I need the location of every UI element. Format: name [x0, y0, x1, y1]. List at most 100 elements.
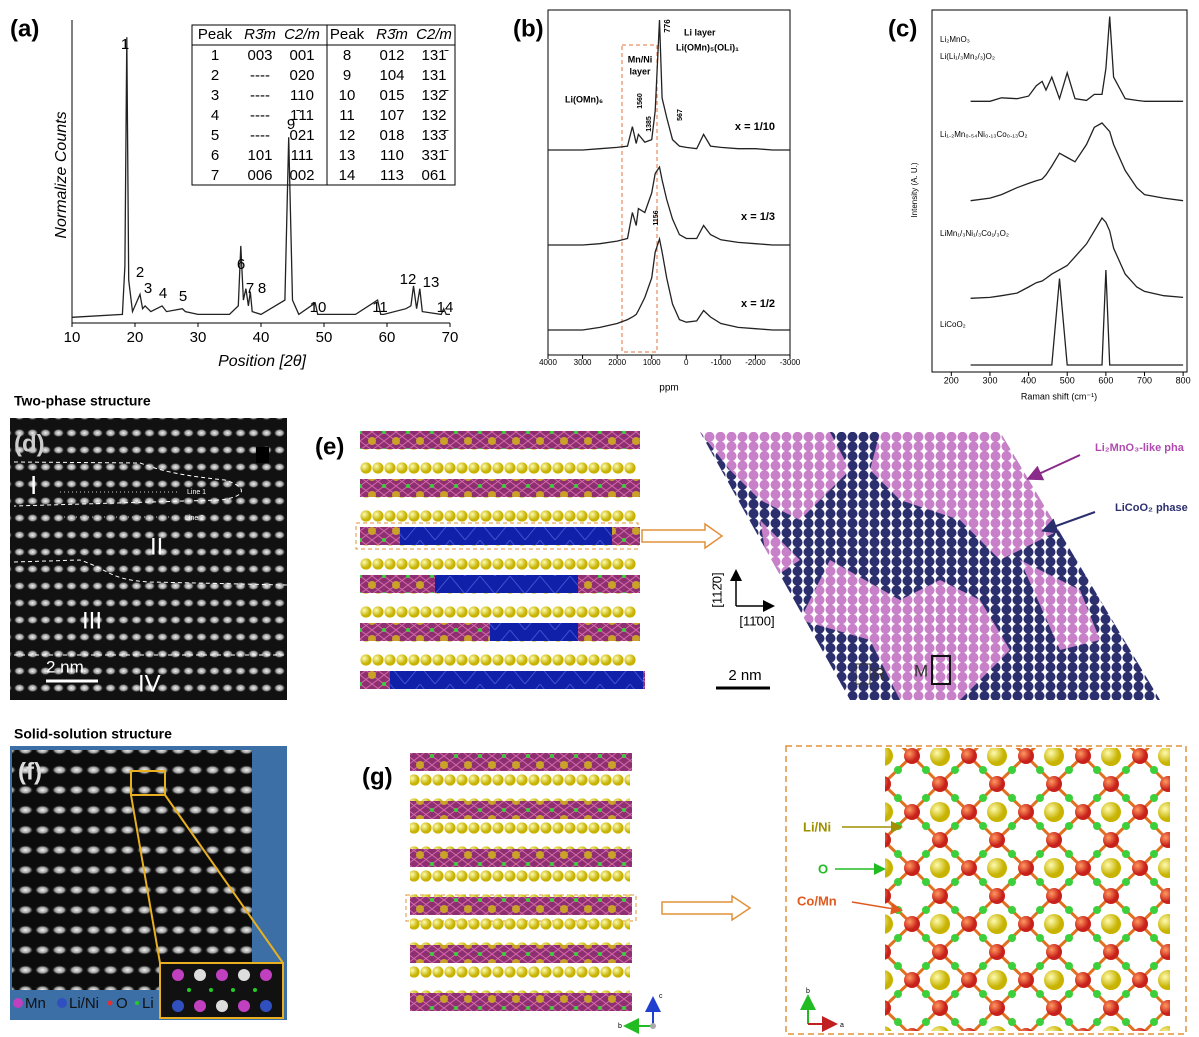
label-arrow	[851, 901, 903, 915]
line-label: Line 2	[185, 515, 204, 522]
atom-label: Li/Ni	[803, 819, 831, 834]
inset-atoms	[172, 969, 272, 1012]
table-cell: 10	[339, 87, 356, 104]
table-cell: 131̄	[421, 47, 448, 64]
series-label: LiMn₁/₃Ni₁/₃Co₁/₃O₂	[940, 229, 1009, 238]
x-tick-label: 400	[1021, 375, 1036, 385]
li-layer	[360, 641, 636, 671]
x-tick-label: 60	[379, 329, 396, 346]
legend-label: Li	[142, 995, 154, 1012]
annotation: Li(OMn)₆	[565, 94, 603, 104]
arrow	[641, 522, 724, 550]
spectrum-line	[548, 236, 790, 331]
x-tick-label: 200	[944, 375, 959, 385]
peak-label: 14	[437, 299, 454, 316]
peak-label: 13	[423, 274, 440, 291]
peak-label: 4	[159, 285, 167, 302]
x-tick-label: 0	[684, 358, 689, 367]
series-label: LiCoO₂	[940, 320, 966, 329]
scale-bar-label: 2 nm	[46, 657, 84, 676]
plot-frame	[931, 9, 1188, 373]
li-layer	[360, 545, 636, 575]
table-cell: 6	[211, 147, 219, 164]
domain-patch	[700, 432, 1100, 700]
table-cell: 132	[421, 107, 446, 124]
legend-swatch	[57, 998, 67, 1008]
panel-label: (c)	[888, 15, 917, 42]
lattice	[885, 748, 1170, 1031]
table-cell: 131	[421, 67, 446, 84]
table-cell: 331̄	[421, 147, 448, 164]
legend-arrow	[1041, 511, 1096, 534]
table-cell: 110	[290, 87, 314, 104]
spectrum-line	[548, 165, 790, 246]
table-cell: 4	[211, 107, 219, 124]
x-tick-label: 600	[1098, 375, 1113, 385]
octahedral-layer	[360, 479, 640, 497]
spectrum-line	[970, 216, 1184, 299]
li-layer	[360, 497, 636, 527]
licoo2-segment	[390, 671, 643, 689]
table-cell: ----	[250, 67, 270, 84]
annotation: 776	[663, 19, 672, 33]
x-tick-label: 70	[442, 329, 459, 346]
li-layer	[410, 867, 630, 897]
region-label: I	[30, 470, 37, 500]
legend-swatch	[13, 998, 23, 1008]
table-cell: ----	[250, 87, 270, 104]
panel-label: (e)	[315, 433, 344, 460]
table-cell: 107	[379, 107, 404, 124]
annotation: Mn/Ni	[628, 54, 653, 64]
x-tick-label: -3000	[780, 358, 801, 367]
x-tick-label: -2000	[745, 358, 766, 367]
octahedral-layer	[360, 431, 640, 449]
licoo2-segment	[490, 623, 578, 641]
peak-label: 1	[121, 36, 129, 53]
table-cell: 133̄	[421, 127, 448, 144]
li-layer	[360, 593, 636, 623]
li-layer	[410, 963, 630, 993]
table-cell: 9	[343, 67, 351, 84]
octahedral-layer	[410, 753, 632, 771]
atom-label: Co/Mn	[797, 893, 837, 908]
table-cell: 018	[379, 127, 404, 144]
series-label: Li(Li₁/₃Mn₂/₃)O₂	[940, 52, 995, 61]
table-cell: 110	[380, 147, 404, 164]
table-cell: 001	[289, 47, 314, 64]
axis-label: c	[659, 993, 663, 1000]
region-label: III	[82, 607, 102, 634]
x-tick-label: 300	[982, 375, 997, 385]
annotation: 1156	[653, 210, 660, 225]
table-cell: 3	[211, 87, 219, 104]
x-tick-label: 1000	[643, 358, 661, 367]
table-cell: 021	[289, 127, 314, 144]
peak-label: 12	[400, 271, 417, 288]
plot-frame	[547, 9, 791, 356]
axis-label: [112̄0]	[709, 572, 724, 607]
arrow	[661, 894, 752, 922]
table-cell: ----	[250, 107, 270, 124]
table-cell: 061	[421, 167, 446, 184]
li-layer	[410, 771, 630, 801]
legend-label: Mn	[25, 995, 46, 1012]
table-cell: 003	[247, 47, 272, 64]
panel-label: (f)	[18, 758, 42, 785]
x-tick-label: 50	[316, 329, 333, 346]
x-tick-label: -1000	[711, 358, 732, 367]
legend-swatch	[135, 1001, 139, 1005]
spectrum-line	[970, 16, 1184, 102]
spectrum-line	[71, 37, 450, 318]
series-label: x = 1/3	[741, 211, 775, 223]
table-cell: 2	[211, 67, 219, 84]
unit-cell	[855, 663, 871, 685]
table-header: Peak	[198, 26, 233, 43]
legend-label: Li₂MnO₃-like pha	[1095, 442, 1185, 454]
peak-label: 8	[258, 280, 266, 297]
table-cell: 101	[247, 147, 272, 164]
y-axis-label: Normalize Counts	[53, 111, 70, 238]
annotation: 1560	[637, 93, 644, 109]
peak-label: 2	[136, 264, 144, 281]
table-header: R3̄m	[376, 26, 408, 43]
legend-label: LiCoO₂ phase	[1115, 502, 1188, 514]
